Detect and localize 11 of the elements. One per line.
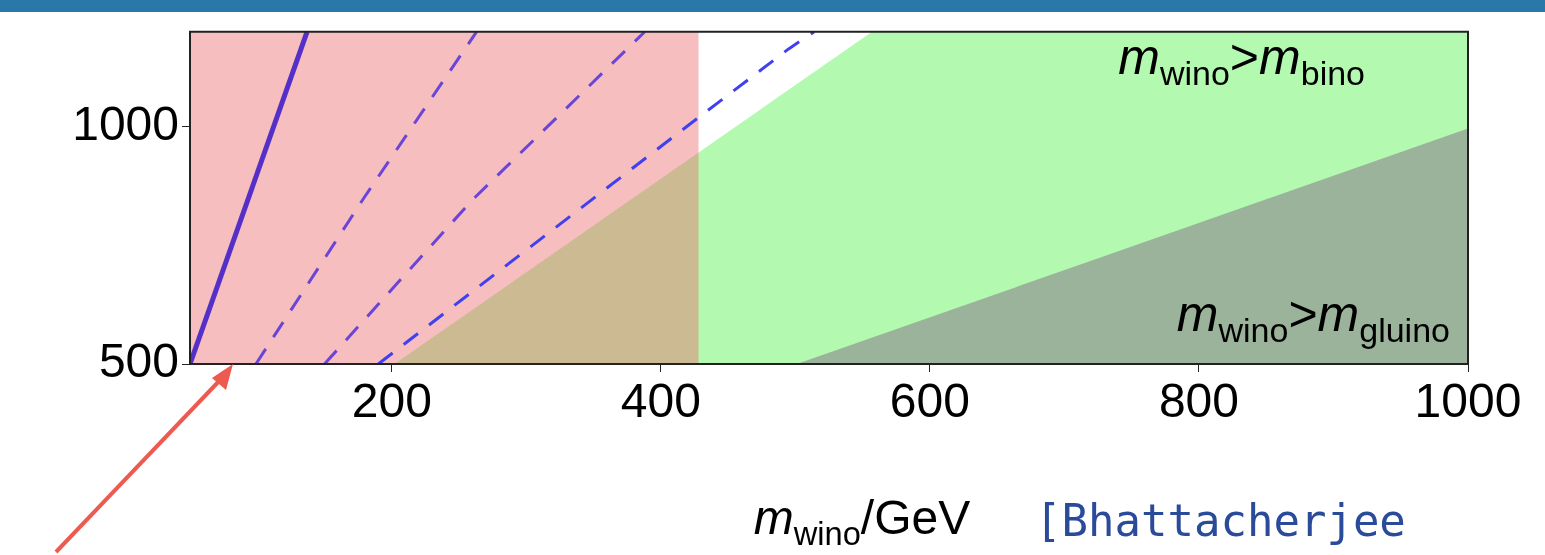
x-axis-title: m$_{wino}$/GeV	[753, 491, 971, 552]
x-tick-label: 400	[620, 374, 701, 428]
line-series	[376, 31, 816, 364]
x-tick-label: 800	[1158, 374, 1239, 428]
annotation: m$_{wino}$>m$_{gluino}$	[1176, 285, 1450, 350]
y-tick-label: 500	[98, 334, 179, 388]
text: [Bhattacherjee	[1035, 495, 1406, 546]
x-tick-label: 200	[351, 374, 432, 428]
x-tick-label: 600	[889, 374, 970, 428]
annotation: m$_{wino}$>m$_{bino}$	[1118, 28, 1365, 93]
x-tick-label: 1000	[1414, 374, 1522, 428]
